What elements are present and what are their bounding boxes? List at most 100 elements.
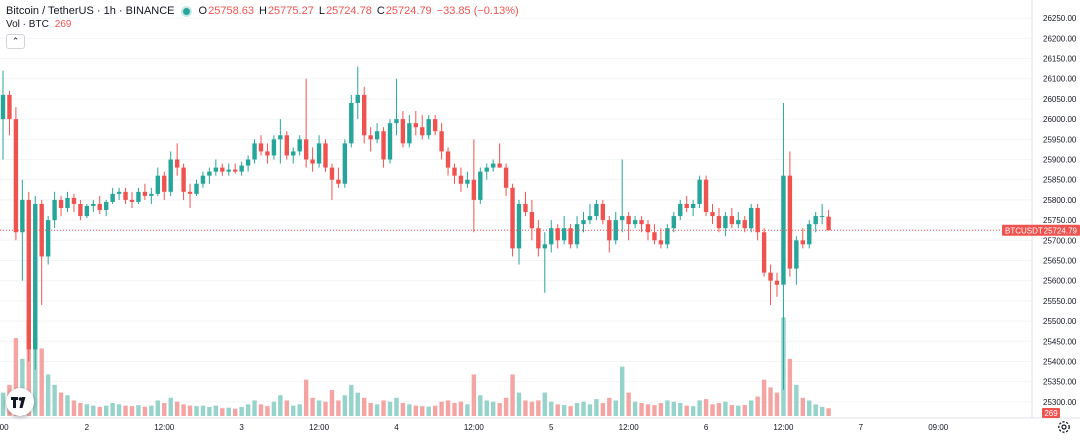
- candle-body: [600, 203, 606, 221]
- candle-body: [594, 203, 599, 217]
- volume-bar: [549, 401, 554, 416]
- candle-body: [245, 159, 251, 166]
- candle-body: [587, 216, 593, 221]
- volume-bar: [703, 399, 709, 416]
- candle-body: [233, 169, 238, 172]
- volume-bar: [690, 406, 696, 416]
- grid-layer: [0, 17, 1032, 403]
- candle-body: [368, 135, 373, 140]
- volume-bar: [291, 405, 296, 416]
- volume-bar: [600, 403, 606, 416]
- volume-bar: [187, 405, 193, 416]
- candle-body: [729, 216, 735, 225]
- candle-body: [71, 197, 77, 204]
- candle-body: [516, 203, 522, 249]
- candle-body: [813, 216, 818, 225]
- last-price-symbol: BTCUSDT: [1005, 226, 1043, 235]
- volume-bar: [729, 405, 735, 416]
- candle-body: [452, 167, 457, 176]
- volume-bar: [26, 317, 31, 416]
- candle-body: [374, 131, 380, 140]
- high-label: H: [258, 5, 267, 17]
- candle-body: [26, 199, 31, 350]
- volume-bar: [310, 397, 315, 416]
- volume-bar: [458, 401, 464, 416]
- candle-body: [626, 216, 631, 225]
- volume-bar: [736, 405, 741, 416]
- gear-icon[interactable]: [1056, 419, 1072, 435]
- change-value: −33.85 (−0.13%): [436, 5, 519, 17]
- time-axis: :00 2 12:00 3 12:00 4 12:00 5 12:00 6 12:00 7 09:00: [0, 423, 949, 432]
- volume-bar: [362, 397, 367, 416]
- candle-body: [620, 216, 625, 221]
- candle-body: [413, 123, 418, 128]
- candle-body: [549, 228, 554, 245]
- candle-body: [568, 228, 573, 245]
- low-value: 25724.78: [325, 5, 372, 17]
- volume-bar: [607, 397, 612, 416]
- volume-legend-value: 269: [54, 19, 72, 30]
- volume-bar: [710, 404, 715, 416]
- candle-body: [323, 143, 328, 168]
- volume-bar: [491, 401, 496, 416]
- symbol-title[interactable]: Bitcoin / TetherUS · 1h · BINANCE: [6, 5, 175, 17]
- candle-body: [826, 216, 831, 231]
- candle-body: [220, 167, 225, 172]
- candle-body: [639, 220, 644, 225]
- candle-body: [491, 163, 496, 168]
- candle-body: [20, 199, 25, 233]
- volume-bar: [620, 366, 625, 416]
- candle-body: [678, 203, 683, 217]
- time-tick-label: :00: [0, 423, 9, 432]
- candle-body: [239, 165, 244, 172]
- candle-body: [716, 216, 722, 229]
- candle-body: [755, 207, 760, 233]
- volume-bar: [303, 379, 309, 416]
- chevron-up-icon[interactable]: ⌃: [6, 34, 25, 49]
- last-price-value: 25724.79: [1044, 226, 1078, 235]
- volume-bar: [800, 397, 805, 416]
- candle-body: [432, 119, 438, 132]
- volume-bar: [484, 400, 489, 416]
- candle-body: [355, 94, 360, 103]
- candle-body: [723, 216, 728, 229]
- candle-body: [465, 179, 470, 184]
- volume-legend-label: Vol · BTC: [6, 19, 49, 30]
- candle-body: [91, 203, 96, 206]
- volume-legend[interactable]: Vol · BTC 269: [6, 19, 71, 30]
- volume-bar: [58, 392, 64, 416]
- candle-body: [39, 203, 44, 257]
- volume-bar: [452, 403, 457, 416]
- price-tick-label: 26150.00: [1043, 55, 1077, 64]
- candle-body: [555, 228, 560, 241]
- volume-bar: [503, 397, 509, 416]
- candle-body: [542, 244, 547, 249]
- volume-bar: [665, 400, 670, 416]
- volume-bar: [768, 387, 773, 416]
- candle-body: [736, 220, 741, 225]
- price-tick-label: 25750.00: [1043, 216, 1077, 225]
- volume-bar: [807, 400, 812, 416]
- time-tick-label: 3: [239, 423, 244, 432]
- volume-bar: [594, 399, 599, 416]
- tradingview-logo-icon[interactable]: [6, 388, 34, 416]
- volume-bar: [258, 404, 264, 416]
- volume-bar: [136, 405, 141, 416]
- candle-body: [742, 220, 747, 229]
- candle-body: [123, 191, 128, 200]
- volume-bar: [45, 374, 51, 416]
- volume-bar: [71, 400, 77, 416]
- candle-body: [471, 179, 477, 200]
- candle-body: [658, 240, 664, 245]
- candle-body: [13, 119, 19, 233]
- candle-body: [104, 201, 109, 211]
- price-tick-label: 25800.00: [1043, 196, 1077, 205]
- candle-body: [174, 159, 180, 168]
- candle-body: [181, 167, 186, 192]
- volume-bar: [265, 406, 270, 416]
- price-tick-label: 25450.00: [1043, 337, 1077, 346]
- candle-body: [652, 232, 657, 241]
- volume-bar: [168, 397, 173, 416]
- price-tick-label: 26200.00: [1043, 34, 1077, 43]
